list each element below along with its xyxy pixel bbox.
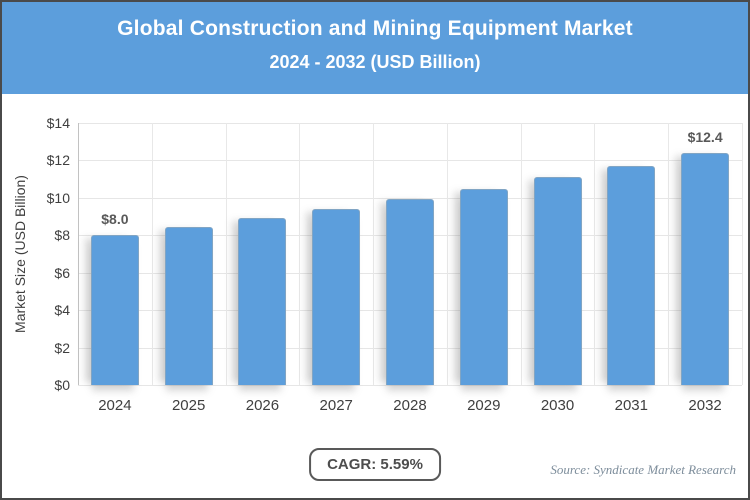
x-tick-label: 2028 (393, 397, 427, 414)
chart-section: Market Size (USD Billion) $0 $2 $4 $6 $8 $10 $… (2, 94, 748, 498)
y-tick-label: $4 (54, 302, 70, 319)
bar-2031 (607, 165, 656, 385)
x-tick-label: 2032 (688, 397, 722, 414)
page-title: Global Construction and Mining Equipment… (117, 17, 633, 40)
gridline-vertical (742, 123, 743, 385)
bar-value-label: $12.4 (687, 128, 723, 145)
page-subtitle: 2024 - 2032 (USD Billion) (269, 52, 481, 72)
gridline-vertical (446, 123, 448, 385)
bar-value-label: $8.0 (101, 211, 129, 228)
y-tick-label: $6 (54, 264, 70, 281)
gridline-horizontal (78, 197, 742, 199)
y-tick-label: $12 (46, 152, 70, 169)
y-tick-label: $14 (46, 115, 70, 131)
gridline-horizontal (78, 160, 742, 162)
y-tick-label: $10 (46, 189, 70, 206)
bar-2024 (90, 235, 139, 385)
bar-2027 (312, 208, 361, 385)
y-tick-label: $2 (54, 339, 70, 356)
bar-2025 (164, 226, 213, 385)
gridline-vertical (225, 123, 227, 385)
x-tick-label: 2026 (245, 397, 280, 414)
gridline-horizontal (78, 123, 742, 124)
gridline-vertical (520, 123, 522, 385)
x-tick-label: 2024 (98, 397, 132, 414)
y-axis-line (78, 123, 79, 385)
y-tick-label: $8 (54, 227, 70, 244)
x-tick-label: 2027 (319, 397, 353, 414)
bar-2028 (386, 198, 434, 385)
gridline-vertical (594, 123, 596, 385)
gridline-vertical (299, 123, 301, 385)
gridline-vertical (373, 123, 375, 385)
gridline-horizontal (78, 385, 742, 386)
bar-2030 (533, 177, 582, 385)
plot-area: Market Size (USD Billion) $0 $2 $4 $6 $8 $10 $… (12, 115, 743, 414)
x-tick-label: 2025 (171, 397, 206, 414)
source-attribution: Source: Syndicate Market Research (550, 462, 736, 477)
bar-2026 (238, 218, 287, 385)
y-tick-label: $0 (54, 377, 70, 393)
cagr-badge: CAGR: 5.59% (309, 448, 441, 481)
gridline-vertical (668, 123, 670, 385)
chart-header: Global Construction and Mining Equipment… (2, 2, 748, 94)
x-tick-label: 2030 (540, 397, 575, 414)
x-tick-label: 2031 (614, 397, 648, 414)
x-tick-label: 2029 (467, 397, 501, 414)
bar-2029 (459, 188, 508, 385)
gridline-vertical (151, 123, 153, 385)
bar-2032 (681, 152, 730, 385)
